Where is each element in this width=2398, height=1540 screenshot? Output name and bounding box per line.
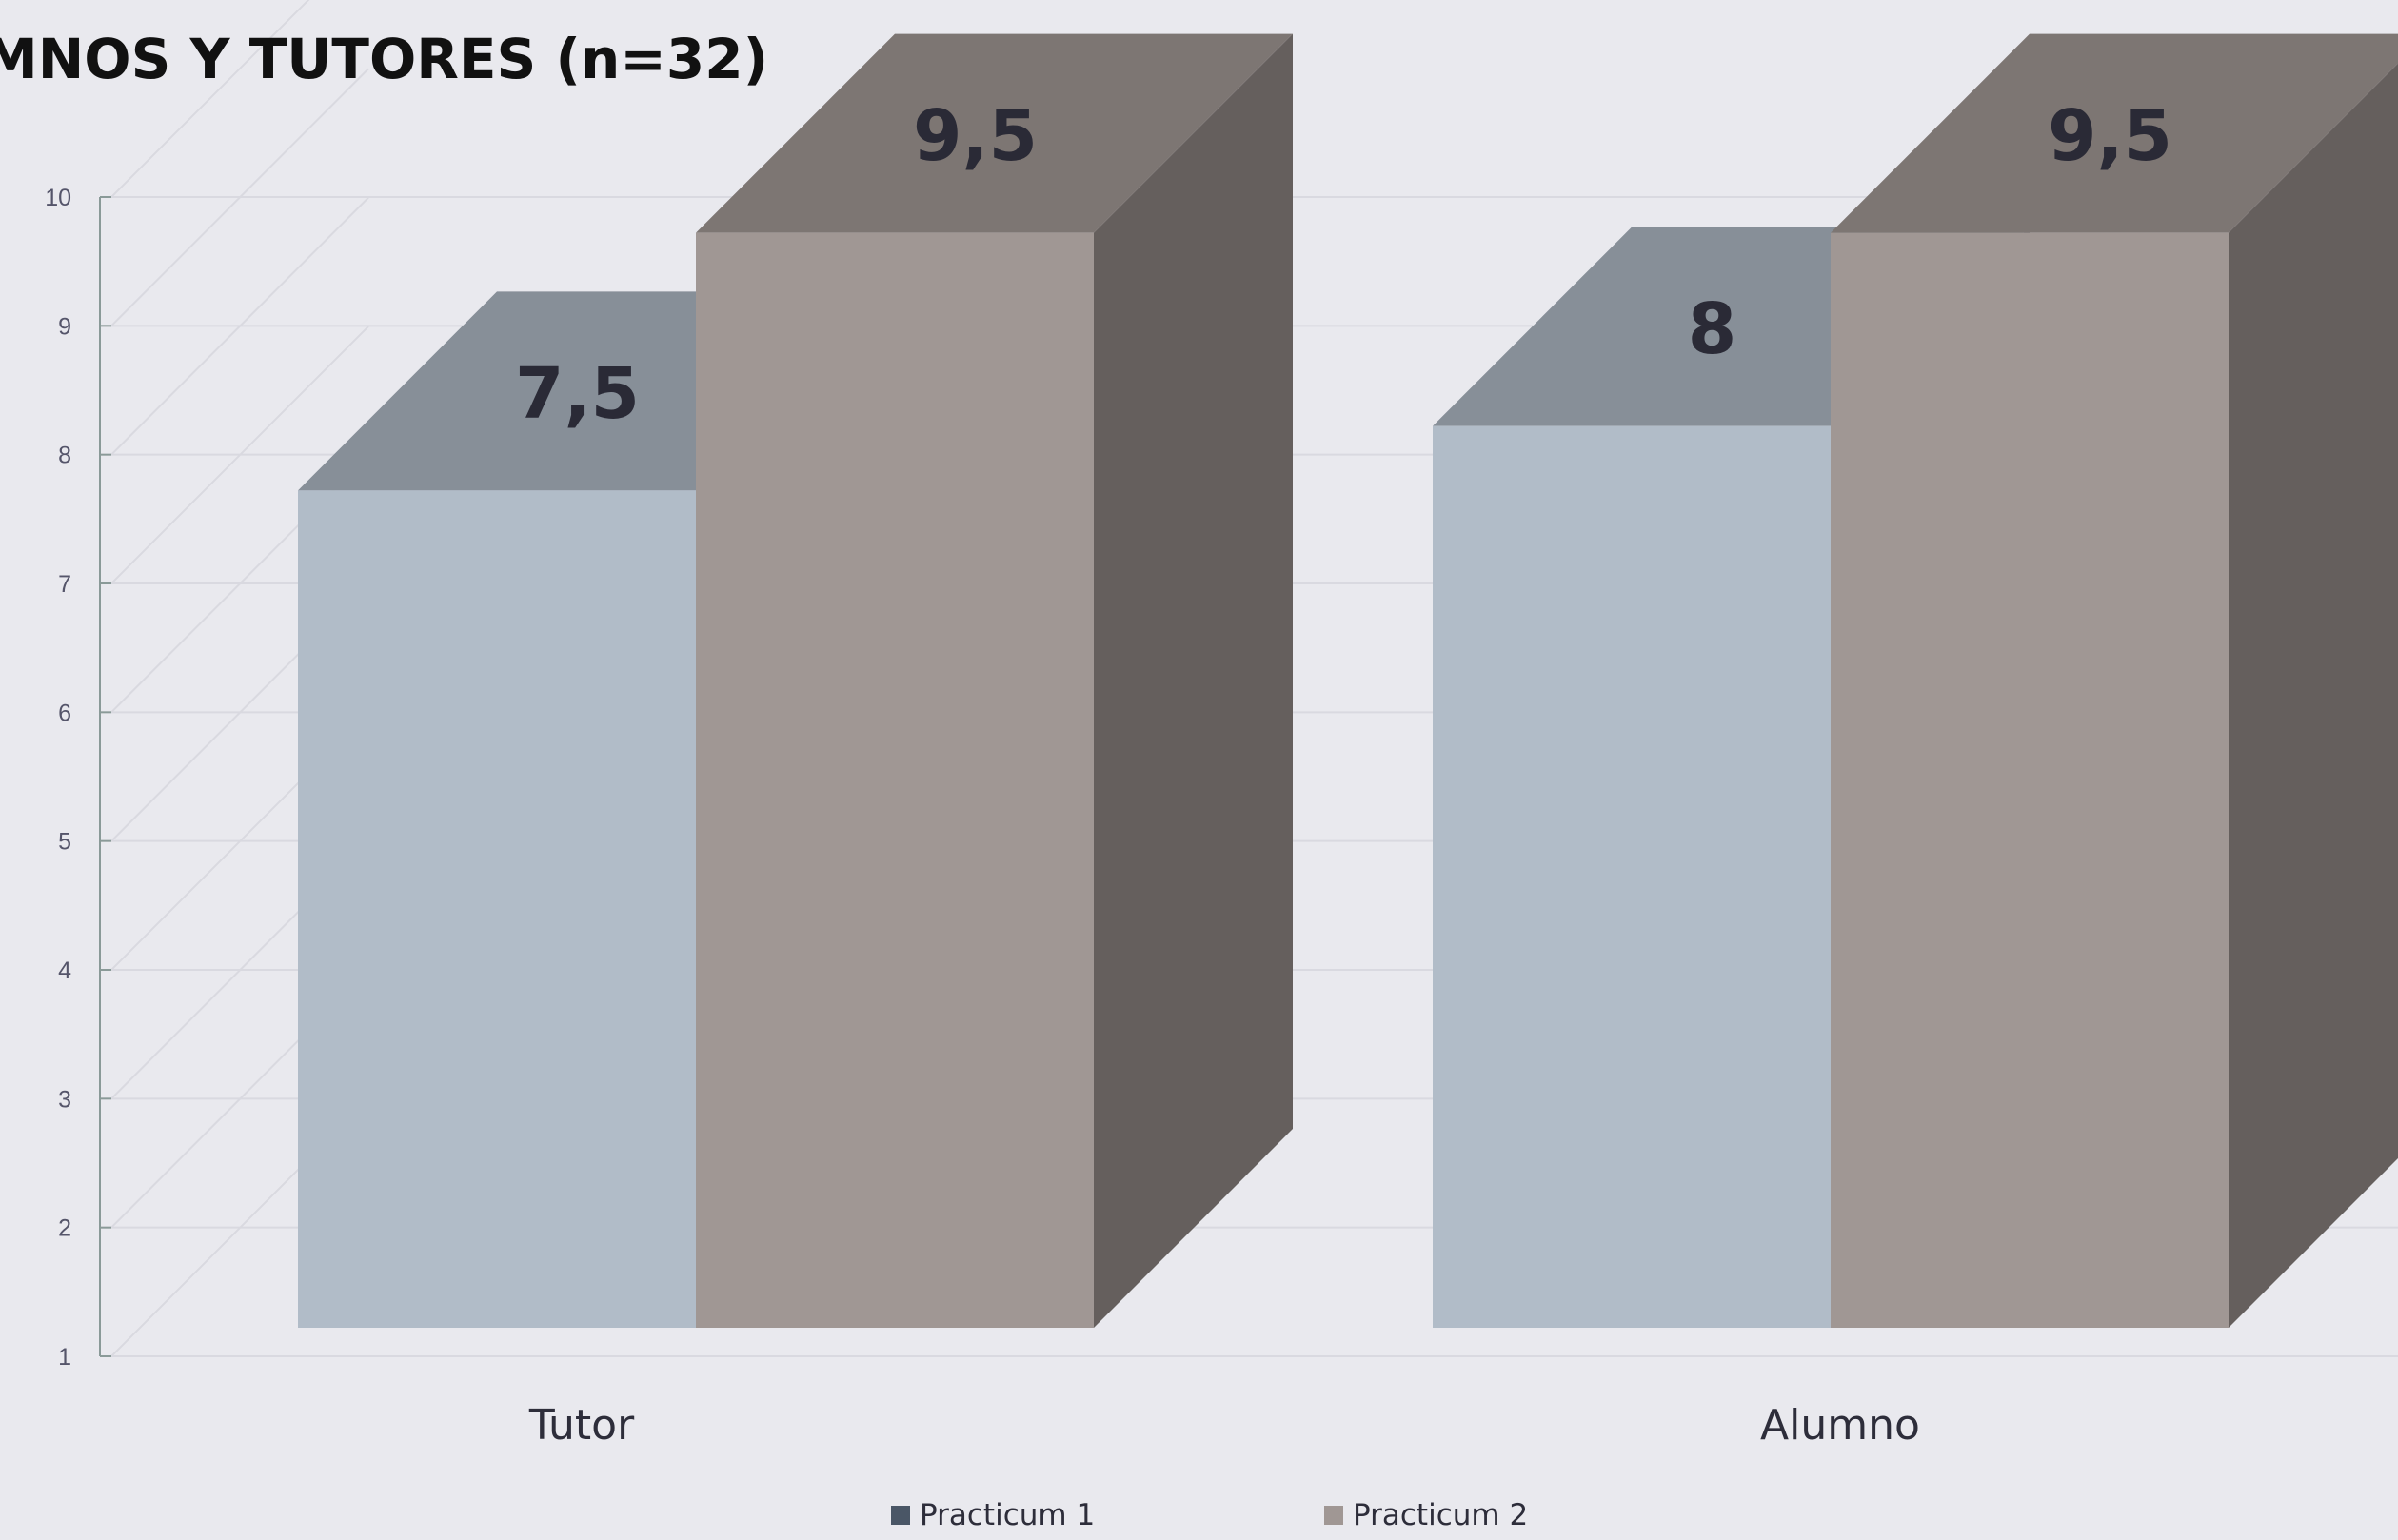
x-axis-label: Alumno [1760, 1401, 1920, 1450]
y-tick-label: 8 [58, 443, 71, 469]
bars [298, 33, 2398, 1329]
y-tick-label: 4 [58, 958, 71, 984]
y-axis: 1 2 3 4 5 6 7 8 9 10 [45, 185, 111, 1371]
y-tick-label: 2 [58, 1215, 71, 1242]
bar-side [2229, 63, 2398, 1328]
bar [1831, 232, 2229, 1329]
data-label: 8 [1688, 288, 1737, 370]
y-tick-label: 7 [58, 571, 71, 598]
gridline-depth [110, 0, 310, 198]
legend: Practicum 1 Practicum 2 [891, 1498, 1528, 1532]
bar-side [1094, 33, 1293, 1329]
data-labels: 7,5 9,5 8 9,5 [515, 95, 2172, 435]
y-tick-label: 5 [58, 829, 71, 856]
data-label: 9,5 [2048, 95, 2172, 177]
data-label: 9,5 [913, 95, 1038, 177]
bar [1433, 425, 1831, 1329]
legend-swatch [1324, 1506, 1343, 1525]
y-tick-label: 6 [58, 700, 71, 726]
y-tick-label: 9 [58, 313, 71, 340]
data-label: 7,5 [515, 353, 640, 435]
x-axis-label: Tutor [528, 1401, 635, 1450]
legend-swatch [891, 1506, 910, 1525]
bar-top [1831, 33, 2398, 233]
bar [298, 490, 696, 1328]
bar-top [696, 33, 1293, 233]
chart-title: MNOS Y TUTORES (n=32) [0, 27, 768, 91]
y-tick-label: 3 [58, 1086, 71, 1113]
y-tick-label: 10 [45, 185, 71, 211]
x-axis-labels: Tutor Alumno [528, 1401, 1920, 1450]
bar [696, 232, 1094, 1329]
legend-label: Practicum 1 [920, 1498, 1095, 1532]
legend-label: Practicum 2 [1353, 1498, 1528, 1532]
y-tick-label: 1 [58, 1344, 71, 1371]
